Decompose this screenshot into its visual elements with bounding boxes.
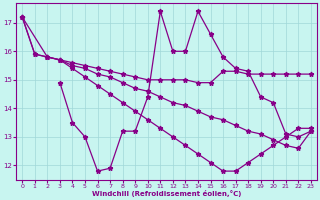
X-axis label: Windchill (Refroidissement éolien,°C): Windchill (Refroidissement éolien,°C) [92,190,241,197]
